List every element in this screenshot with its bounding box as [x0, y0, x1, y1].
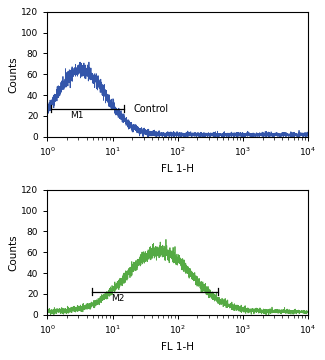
X-axis label: FL 1-H: FL 1-H [161, 342, 194, 352]
Text: M2: M2 [111, 294, 124, 303]
Text: M1: M1 [70, 111, 84, 120]
X-axis label: FL 1-H: FL 1-H [161, 164, 194, 174]
Text: Control: Control [134, 104, 169, 114]
Y-axis label: Counts: Counts [8, 234, 18, 270]
Y-axis label: Counts: Counts [8, 56, 18, 93]
